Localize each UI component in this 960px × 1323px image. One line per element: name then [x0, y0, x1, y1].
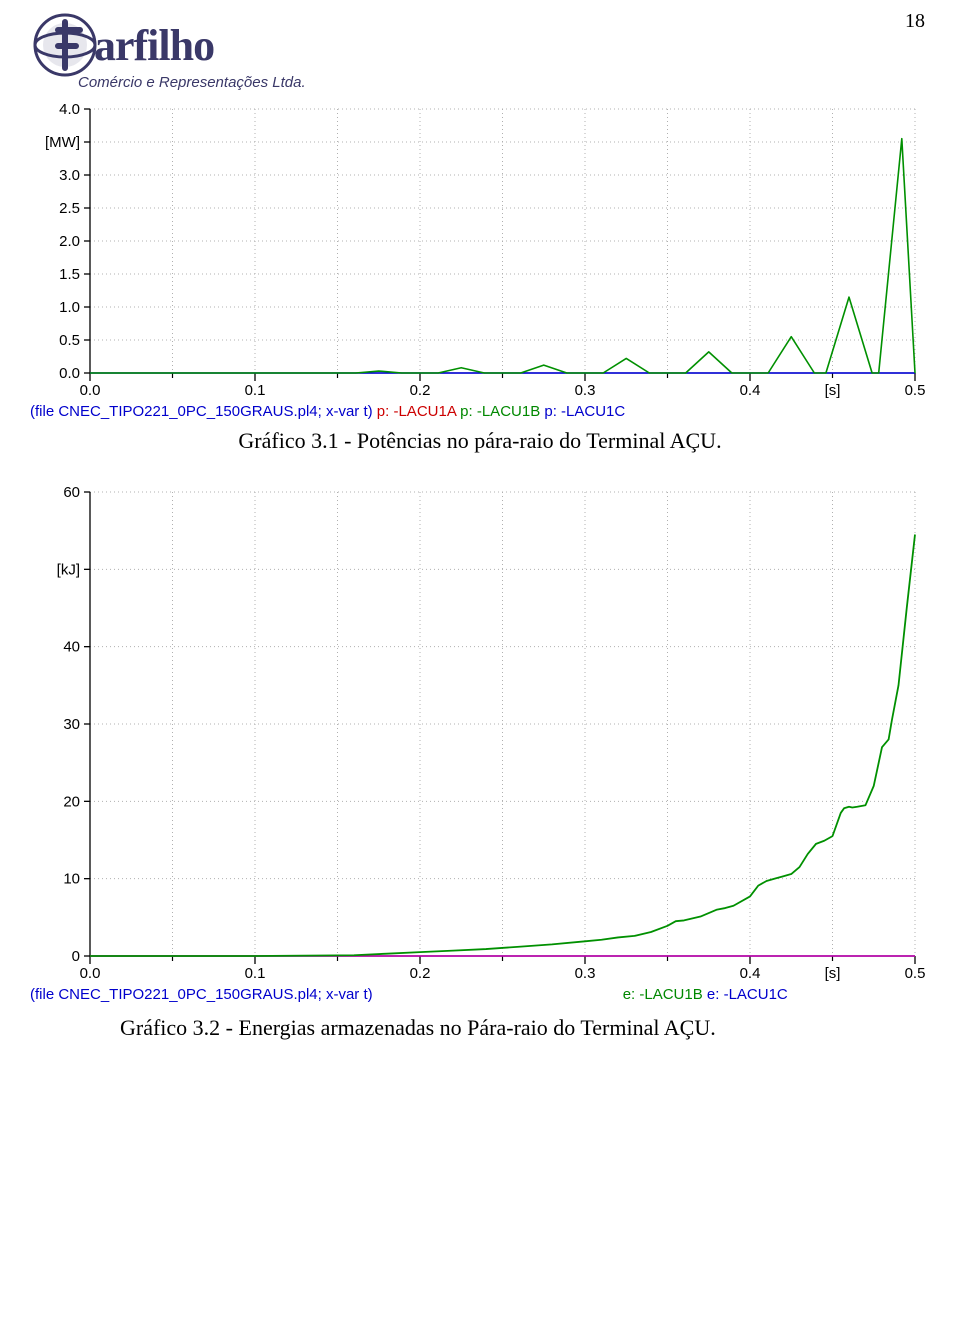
svg-text:[kJ]: [kJ] — [57, 561, 80, 578]
logo-block: arfilho Comércio e Representações Ltda. — [30, 10, 930, 91]
svg-text:0.5: 0.5 — [905, 382, 926, 399]
svg-text:0.1: 0.1 — [245, 965, 266, 982]
svg-text:0.0: 0.0 — [80, 382, 101, 399]
svg-text:30: 30 — [63, 716, 80, 733]
svg-text:40: 40 — [63, 639, 80, 656]
svg-text:20: 20 — [63, 793, 80, 810]
caption-2: Gráfico 3.2 - Energias armazenadas no Pá… — [120, 1015, 930, 1041]
logo-icon — [30, 10, 100, 80]
svg-text:[MW]: [MW] — [45, 134, 80, 151]
svg-text:0.2: 0.2 — [410, 965, 431, 982]
svg-text:0.2: 0.2 — [410, 382, 431, 399]
svg-text:0.0: 0.0 — [80, 965, 101, 982]
page-number: 18 — [905, 10, 925, 33]
logo-brand-text: arfilho — [94, 20, 214, 71]
chart1-legend: (file CNEC_TIPO221_0PC_150GRAUS.pl4; x-v… — [30, 403, 930, 420]
chart-2: 60 [kJ] 40 30 20 10 00.0 0.1 0.2 0.3 0.4 [s] 0.5 (fi… — [30, 484, 930, 1003]
chart2-legend: (file CNEC_TIPO221_0PC_150GRAUS.pl4; x-v… — [30, 986, 930, 1003]
svg-text:0.5: 0.5 — [59, 332, 80, 349]
logo-subtitle: Comércio e Representações Ltda. — [78, 74, 930, 91]
svg-text:3.0: 3.0 — [59, 167, 80, 184]
svg-text:0.3: 0.3 — [575, 965, 596, 982]
svg-text:0.0: 0.0 — [59, 365, 80, 382]
svg-text:0.1: 0.1 — [245, 382, 266, 399]
chart2-svg: 60 [kJ] 40 30 20 10 00.0 0.1 0.2 0.3 0.4 [s] 0.5 — [30, 484, 930, 984]
svg-text:2.0: 2.0 — [59, 233, 80, 250]
svg-text:4.0: 4.0 — [59, 101, 80, 118]
svg-text:[s]: [s] — [825, 965, 841, 982]
svg-text:1.0: 1.0 — [59, 299, 80, 316]
caption-1: Gráfico 3.1 - Potências no pára-raio do … — [30, 428, 930, 454]
svg-text:0.4: 0.4 — [740, 382, 761, 399]
chart1-svg: 4.0 [MW] 3.0 2.5 2.0 1.5 1.0 0.5 0.00.0 0.1 0.2 0.3… — [30, 101, 930, 401]
svg-text:0.3: 0.3 — [575, 382, 596, 399]
svg-text:2.5: 2.5 — [59, 200, 80, 217]
svg-text:0: 0 — [72, 948, 80, 965]
svg-text:60: 60 — [63, 484, 80, 501]
svg-text:[s]: [s] — [825, 382, 841, 399]
svg-text:0.4: 0.4 — [740, 965, 761, 982]
svg-text:0.5: 0.5 — [905, 965, 926, 982]
svg-text:1.5: 1.5 — [59, 266, 80, 283]
svg-text:10: 10 — [63, 871, 80, 888]
chart-1: 4.0 [MW] 3.0 2.5 2.0 1.5 1.0 0.5 0.00.0 0.1 0.2 0.3… — [30, 101, 930, 420]
